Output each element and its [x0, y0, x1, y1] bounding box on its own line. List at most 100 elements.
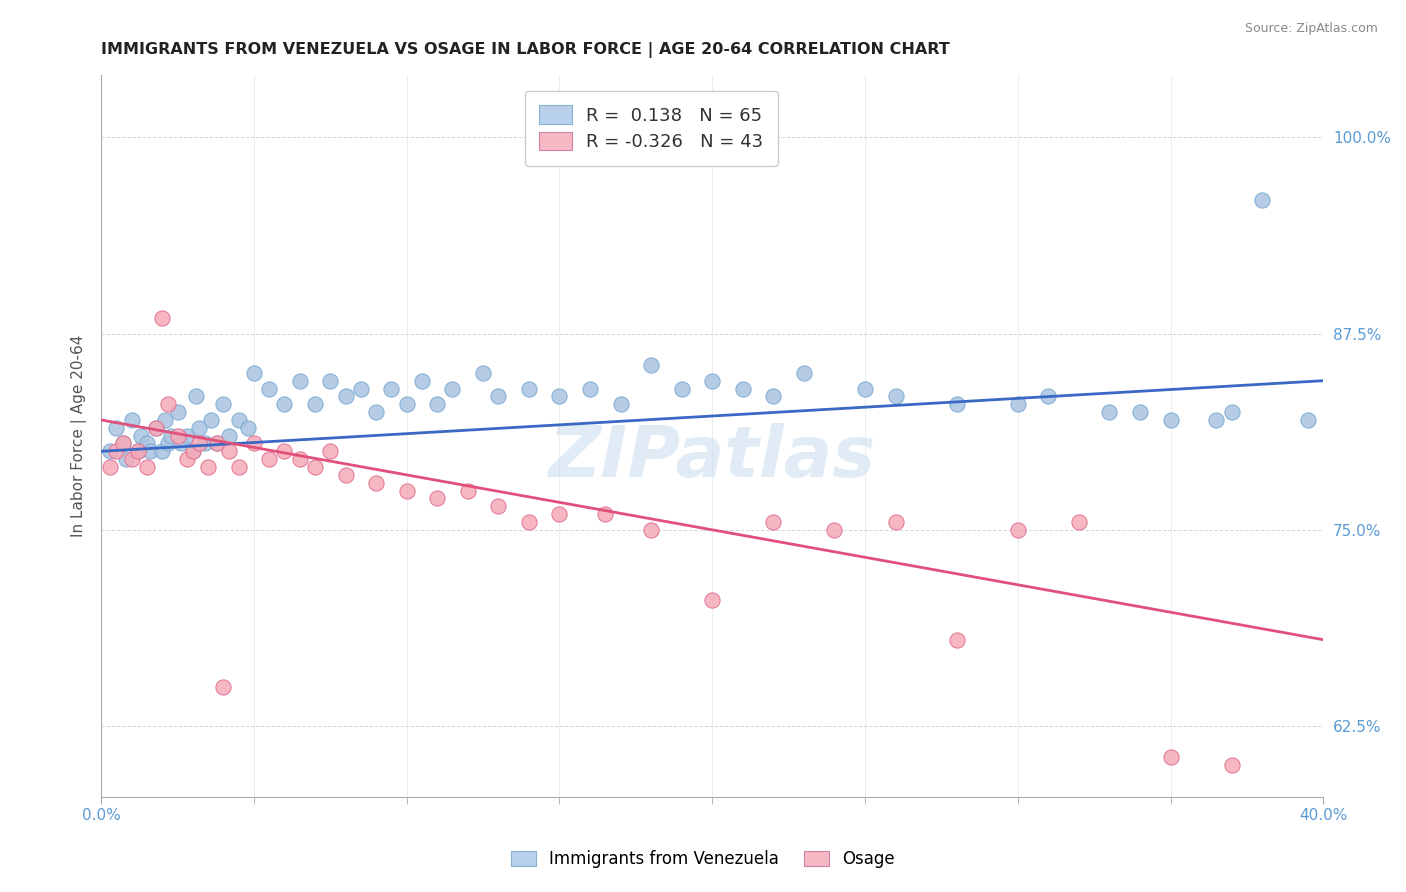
- Point: [426, 491, 449, 506]
- Point: [139, 444, 162, 458]
- Point: [194, 436, 217, 450]
- Point: [228, 413, 250, 427]
- Point: [319, 374, 342, 388]
- Point: [411, 374, 433, 388]
- Legend: R =  0.138   N = 65, R = -0.326   N = 43: R = 0.138 N = 65, R = -0.326 N = 43: [524, 91, 778, 166]
- Point: [136, 460, 159, 475]
- Point: [517, 382, 540, 396]
- Point: [121, 413, 143, 427]
- Point: [593, 507, 616, 521]
- Point: [111, 436, 134, 450]
- Point: [176, 452, 198, 467]
- Point: [304, 397, 326, 411]
- Point: [486, 500, 509, 514]
- Legend: Immigrants from Venezuela, Osage: Immigrants from Venezuela, Osage: [505, 844, 901, 875]
- Point: [762, 389, 785, 403]
- Point: [176, 428, 198, 442]
- Point: [145, 421, 167, 435]
- Point: [166, 405, 188, 419]
- Point: [884, 515, 907, 529]
- Point: [169, 436, 191, 450]
- Point: [517, 515, 540, 529]
- Point: [98, 460, 121, 475]
- Point: [1296, 413, 1319, 427]
- Point: [1160, 750, 1182, 764]
- Point: [366, 475, 388, 490]
- Point: [105, 444, 128, 458]
- Text: IMMIGRANTS FROM VENEZUELA VS OSAGE IN LABOR FORCE | AGE 20-64 CORRELATION CHART: IMMIGRANTS FROM VENEZUELA VS OSAGE IN LA…: [101, 42, 950, 58]
- Point: [579, 382, 602, 396]
- Point: [187, 436, 209, 450]
- Point: [548, 507, 571, 521]
- Point: [197, 460, 219, 475]
- Point: [129, 428, 152, 442]
- Point: [945, 632, 967, 647]
- Point: [127, 444, 149, 458]
- Point: [609, 397, 631, 411]
- Point: [212, 397, 235, 411]
- Point: [304, 460, 326, 475]
- Text: ZIPatlas: ZIPatlas: [548, 423, 876, 491]
- Point: [200, 413, 222, 427]
- Point: [127, 444, 149, 458]
- Point: [181, 444, 204, 458]
- Point: [1220, 758, 1243, 772]
- Point: [207, 436, 229, 450]
- Point: [486, 389, 509, 403]
- Point: [145, 421, 167, 435]
- Point: [472, 366, 495, 380]
- Point: [640, 358, 662, 372]
- Point: [335, 467, 357, 482]
- Point: [111, 436, 134, 450]
- Point: [1205, 413, 1227, 427]
- Point: [273, 444, 295, 458]
- Point: [1160, 413, 1182, 427]
- Point: [273, 397, 295, 411]
- Point: [288, 374, 311, 388]
- Point: [243, 366, 266, 380]
- Point: [157, 397, 180, 411]
- Point: [257, 382, 280, 396]
- Point: [441, 382, 464, 396]
- Point: [1098, 405, 1121, 419]
- Point: [1067, 515, 1090, 529]
- Point: [228, 460, 250, 475]
- Point: [380, 382, 402, 396]
- Point: [155, 413, 177, 427]
- Point: [335, 389, 357, 403]
- Point: [157, 436, 180, 450]
- Point: [184, 389, 207, 403]
- Point: [1251, 193, 1274, 207]
- Point: [136, 436, 159, 450]
- Point: [150, 310, 173, 325]
- Point: [350, 382, 373, 396]
- Point: [640, 523, 662, 537]
- Point: [319, 444, 342, 458]
- Point: [884, 389, 907, 403]
- Point: [457, 483, 479, 498]
- Point: [236, 421, 259, 435]
- Point: [98, 444, 121, 458]
- Point: [243, 436, 266, 450]
- Point: [426, 397, 449, 411]
- Point: [160, 428, 183, 442]
- Text: Source: ZipAtlas.com: Source: ZipAtlas.com: [1244, 22, 1378, 36]
- Point: [288, 452, 311, 467]
- Point: [105, 421, 128, 435]
- Point: [548, 389, 571, 403]
- Point: [166, 428, 188, 442]
- Point: [121, 452, 143, 467]
- Point: [1007, 523, 1029, 537]
- Point: [793, 366, 815, 380]
- Point: [187, 421, 209, 435]
- Point: [212, 680, 235, 694]
- Point: [1038, 389, 1060, 403]
- Point: [731, 382, 754, 396]
- Point: [1129, 405, 1152, 419]
- Point: [1220, 405, 1243, 419]
- Point: [181, 444, 204, 458]
- Point: [945, 397, 967, 411]
- Point: [207, 436, 229, 450]
- Point: [823, 523, 845, 537]
- Point: [702, 593, 724, 607]
